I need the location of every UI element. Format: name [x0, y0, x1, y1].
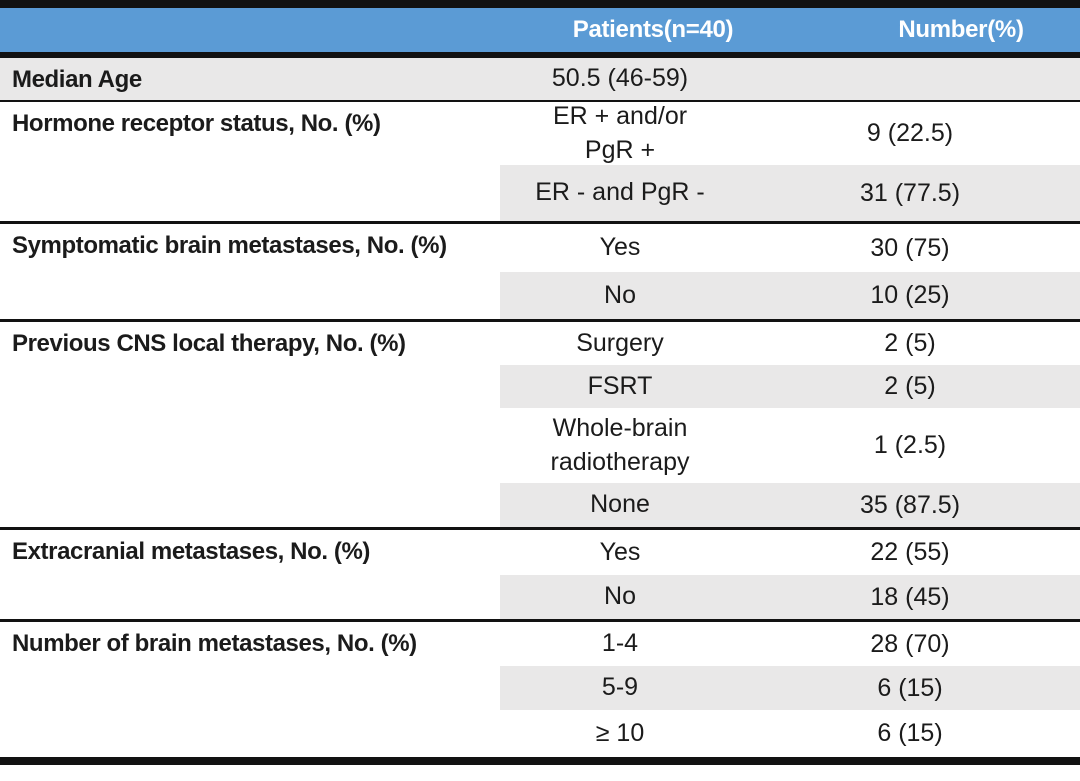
- patients-cell: 1-4: [601, 629, 639, 658]
- number-cell: 30 (75): [870, 233, 950, 262]
- column-header-patients: Patients(n=40): [572, 16, 734, 43]
- row-label-spacer: [0, 165, 500, 221]
- number-cell: 6 (15): [877, 719, 943, 747]
- patients-cell: Yes: [599, 537, 641, 566]
- number-cell: 1 (2.5): [873, 431, 947, 459]
- table-row: ≥ 10 6 (15): [0, 710, 1080, 757]
- table-row: No 18 (45): [0, 575, 1080, 619]
- row-label-spacer: [0, 365, 500, 408]
- table-row: ER - and PgR - 31 (77.5): [0, 165, 1080, 221]
- number-cell: 2 (5): [740, 365, 1080, 408]
- group-label: Hormone receptor status, No. (%): [12, 110, 381, 137]
- table-header-row: Patients(n=40) Number(%): [0, 8, 1080, 58]
- number-cell: 22 (55): [870, 538, 950, 566]
- table-group-number-of-brain-metastases: Number of brain metastases, No. (%) 1-4 …: [0, 622, 1080, 757]
- group-label: Number of brain metastases, No. (%): [12, 630, 417, 657]
- table-row: 50.5 (46-59): [0, 58, 1080, 100]
- number-cell: 2 (5): [884, 329, 936, 357]
- patients-cell: None: [500, 483, 740, 527]
- number-cell: [740, 58, 1080, 100]
- table-row: Yes 30 (75): [0, 224, 1080, 272]
- patients-cell: 50.5 (46-59): [551, 64, 689, 93]
- table-bottom-border: [0, 757, 1080, 765]
- patients-cell: ER - and PgR -: [500, 165, 740, 221]
- patients-cell: No: [500, 575, 740, 619]
- table-row: ER + and/or PgR + 9 (22.5): [0, 102, 1080, 165]
- group-label: Symptomatic brain metastases, No. (%): [12, 232, 447, 259]
- table-group-median-age: Median Age 50.5 (46-59): [0, 58, 1080, 102]
- table-row: Whole-brain radiotherapy 1 (2.5): [0, 408, 1080, 483]
- patients-cell: ≥ 10: [595, 718, 645, 747]
- number-cell: 31 (77.5): [740, 165, 1080, 221]
- number-cell: 18 (45): [740, 575, 1080, 619]
- table-row: 1-4 28 (70): [0, 622, 1080, 666]
- group-label: Previous CNS local therapy, No. (%): [12, 330, 406, 357]
- table-group-extracranial-metastases: Extracranial metastases, No. (%) Yes 22 …: [0, 530, 1080, 622]
- table-row: Yes 22 (55): [0, 530, 1080, 575]
- number-cell: 10 (25): [740, 272, 1080, 319]
- group-label: Median Age: [12, 66, 142, 93]
- patients-cell: FSRT: [500, 365, 740, 408]
- number-cell: 9 (22.5): [866, 119, 954, 147]
- patients-cell: Surgery: [576, 328, 664, 357]
- patients-cell: Whole-brain radiotherapy: [550, 413, 690, 476]
- column-header-number: Number(%): [898, 16, 1024, 43]
- table-row: No 10 (25): [0, 272, 1080, 319]
- patients-cell: ER + and/or PgR +: [552, 101, 688, 164]
- row-label-spacer: [0, 575, 500, 619]
- table-group-hormone-receptor-status: Hormone receptor status, No. (%) ER + an…: [0, 102, 1080, 224]
- table-row: None 35 (87.5): [0, 483, 1080, 527]
- row-label-spacer: [0, 710, 500, 757]
- row-label-spacer: [0, 483, 500, 527]
- row-label-spacer: [0, 666, 500, 710]
- table-row: 5-9 6 (15): [0, 666, 1080, 710]
- table-row: FSRT 2 (5): [0, 365, 1080, 408]
- patients-cell: No: [500, 272, 740, 319]
- row-label-spacer: [0, 272, 500, 319]
- table-row: Surgery 2 (5): [0, 322, 1080, 365]
- patients-cell: Yes: [599, 233, 641, 262]
- number-cell: 6 (15): [740, 666, 1080, 710]
- patients-cell: 5-9: [500, 666, 740, 710]
- number-cell: 28 (70): [870, 629, 950, 658]
- patient-characteristics-table: Patients(n=40) Number(%) Median Age 50.5…: [0, 0, 1080, 765]
- table-group-previous-cns-local-therapy: Previous CNS local therapy, No. (%) Surg…: [0, 322, 1080, 530]
- row-label-spacer: [0, 408, 500, 483]
- number-cell: 35 (87.5): [740, 483, 1080, 527]
- group-label: Extracranial metastases, No. (%): [12, 538, 371, 565]
- table-top-border: [0, 0, 1080, 8]
- table-group-symptomatic-brain-metastases: Symptomatic brain metastases, No. (%) Ye…: [0, 224, 1080, 322]
